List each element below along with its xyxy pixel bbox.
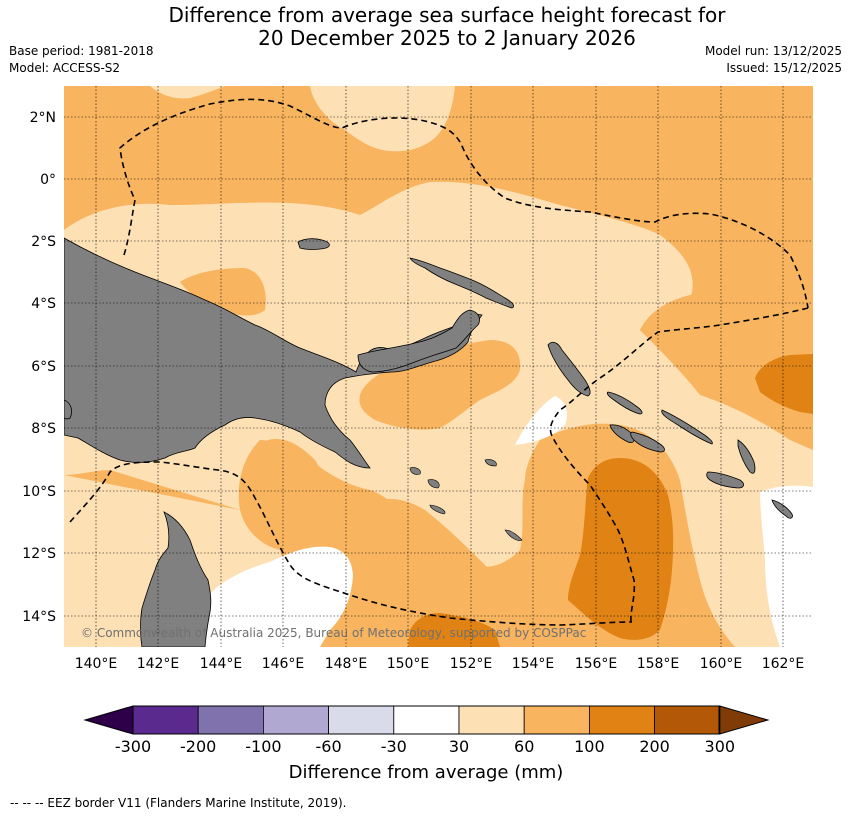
lat-label-4s: 4°S bbox=[31, 296, 56, 312]
lat-label-0: 0° bbox=[40, 172, 56, 188]
colorbar: -300 -200 -100 -60 -30 30 60 100 200 300 Differen… bbox=[83, 705, 770, 783]
lon-label-162e: 162°E bbox=[762, 656, 805, 672]
colorbar-label: Difference from average (mm) bbox=[289, 762, 564, 783]
anomaly-region-neutral-sw bbox=[205, 546, 353, 647]
lon-label-148e: 148°E bbox=[325, 656, 368, 672]
new-ireland-land bbox=[409, 257, 514, 309]
makira-land bbox=[706, 471, 744, 489]
lat-label-12s: 12°S bbox=[22, 546, 56, 562]
lat-label-14s: 14°S bbox=[22, 609, 56, 625]
lat-label-8s: 8°S bbox=[31, 421, 56, 437]
colorbar-extend-low bbox=[83, 705, 134, 735]
new-georgia-land bbox=[609, 424, 635, 443]
map-panel: © Commonwealth of Australia 2025, Bureau… bbox=[64, 86, 813, 647]
lat-label-6s: 6°S bbox=[31, 359, 56, 375]
anomaly-region-60-100-center bbox=[359, 340, 521, 430]
colorbar-segment bbox=[393, 705, 460, 735]
vanuatu-island-land bbox=[771, 499, 793, 519]
anomaly-region-neutral-se bbox=[760, 485, 813, 647]
colorbar-tick-label: -30 bbox=[381, 737, 407, 756]
colorbar-tick-label: 60 bbox=[514, 737, 534, 756]
colorbar-tick-label: -60 bbox=[316, 737, 342, 756]
colorbar-tick-label: 200 bbox=[639, 737, 670, 756]
choiseul-land bbox=[606, 391, 643, 415]
colorbar-extend-high bbox=[719, 705, 770, 735]
anomaly-region-60-100-west bbox=[249, 439, 323, 514]
anomaly-region-neutral-center bbox=[515, 396, 567, 445]
base-period: Base period: 1981-2018 bbox=[9, 44, 154, 58]
issued-date: Issued: 15/12/2025 bbox=[726, 61, 842, 75]
copyright-text: © Commonwealth of Australia 2025, Bureau… bbox=[81, 626, 586, 640]
lon-label-160e: 160°E bbox=[700, 656, 743, 672]
lon-label-158e: 158°E bbox=[637, 656, 680, 672]
australia-land bbox=[140, 511, 212, 647]
colorbar-tick-label: -300 bbox=[115, 737, 151, 756]
lat-label-2s: 2°S bbox=[31, 234, 56, 250]
lon-label-154e: 154°E bbox=[512, 656, 555, 672]
lat-label-10s: 10°S bbox=[22, 484, 56, 500]
lon-label-140e: 140°E bbox=[75, 656, 118, 672]
colorbar-segment bbox=[132, 705, 199, 735]
colorbar-segment bbox=[458, 705, 525, 735]
colorbar-segment bbox=[589, 705, 656, 735]
colorbar-segment bbox=[328, 705, 395, 735]
lat-label-2n: 2°N bbox=[30, 110, 56, 126]
lon-label-152e: 152°E bbox=[450, 656, 493, 672]
eez-footnote: -- -- -- EEZ border V11 (Flanders Marine… bbox=[10, 796, 347, 810]
anomaly-region-60-100-nwpng bbox=[180, 268, 266, 316]
anomaly-region-100-200-south bbox=[408, 613, 500, 647]
guadalcanal-land bbox=[630, 431, 665, 453]
title-line-2: 20 December 2025 to 2 January 2026 bbox=[258, 26, 636, 50]
colorbar-segment bbox=[654, 705, 721, 735]
anomaly-region-100-200-se bbox=[568, 458, 674, 640]
lon-label-142e: 142°E bbox=[137, 656, 180, 672]
lon-label-156e: 156°E bbox=[575, 656, 618, 672]
gridlines bbox=[64, 86, 813, 647]
lon-label-150e: 150°E bbox=[387, 656, 430, 672]
colorbar-segment bbox=[197, 705, 264, 735]
colorbar-segment bbox=[523, 705, 590, 735]
anomaly-region-60-100-south bbox=[370, 498, 630, 647]
colorbar-tick-label: -200 bbox=[180, 737, 216, 756]
anomaly-region-60-100-east bbox=[640, 280, 813, 450]
colorbar-tick-label: 100 bbox=[574, 737, 605, 756]
santa-isabel-land bbox=[661, 409, 713, 445]
title-line-1: Difference from average sea surface heig… bbox=[168, 3, 726, 27]
model-name: Model: ACCESS-S2 bbox=[9, 61, 121, 75]
lon-label-144e: 144°E bbox=[200, 656, 243, 672]
colorbar-tick-label: 30 bbox=[449, 737, 469, 756]
lon-label-146e: 146°E bbox=[262, 656, 305, 672]
manus-land bbox=[297, 238, 330, 250]
bougainville-land bbox=[547, 341, 591, 397]
model-run: Model run: 13/12/2025 bbox=[704, 44, 842, 58]
louisiade-islands-land bbox=[409, 459, 523, 541]
malaita-land bbox=[737, 439, 756, 474]
colorbar-segment bbox=[262, 705, 329, 735]
new-guinea-land bbox=[64, 237, 483, 469]
indonesia-land bbox=[64, 399, 72, 420]
colorbar-tick-label: -100 bbox=[245, 737, 281, 756]
anomaly-region-30-60-nw bbox=[150, 86, 225, 99]
eez-borders bbox=[69, 98, 809, 626]
new-britain-land bbox=[357, 309, 480, 373]
colorbar-tick-label: 300 bbox=[705, 737, 736, 756]
anomaly-region-100-200-east bbox=[755, 354, 813, 414]
